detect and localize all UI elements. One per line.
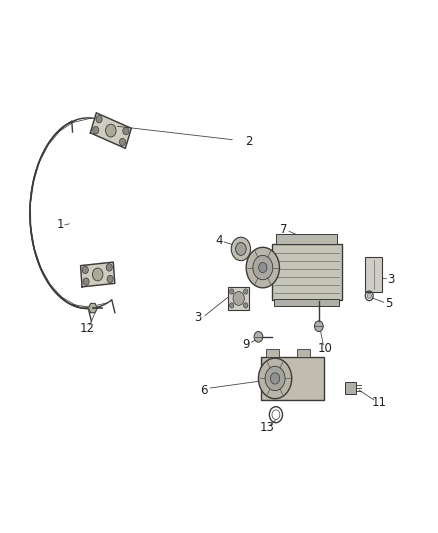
Circle shape [253, 255, 273, 280]
Circle shape [246, 247, 279, 288]
Bar [297, 349, 310, 357]
Circle shape [270, 373, 280, 384]
Circle shape [233, 292, 244, 305]
Circle shape [236, 243, 246, 255]
Text: 6: 6 [200, 384, 208, 397]
Text: 2: 2 [245, 135, 253, 148]
Bar [228, 287, 249, 310]
Bar [272, 244, 342, 300]
Circle shape [106, 264, 112, 271]
Circle shape [265, 366, 285, 391]
Text: 5: 5 [385, 297, 392, 310]
Circle shape [230, 303, 234, 308]
Circle shape [120, 138, 126, 146]
Text: 1: 1 [57, 219, 64, 231]
Circle shape [244, 289, 248, 294]
Text: 10: 10 [318, 342, 332, 354]
Bar [345, 382, 356, 394]
Circle shape [107, 276, 113, 283]
Circle shape [92, 268, 103, 281]
Circle shape [272, 410, 280, 419]
Circle shape [254, 332, 263, 342]
Polygon shape [81, 262, 115, 287]
Text: 12: 12 [79, 322, 94, 335]
Bar [261, 357, 324, 400]
Circle shape [83, 278, 89, 285]
Polygon shape [90, 113, 131, 148]
Text: 3: 3 [194, 311, 201, 324]
Bar [266, 349, 279, 357]
Text: 7: 7 [280, 223, 288, 236]
Circle shape [123, 127, 129, 135]
Bar [365, 257, 382, 292]
Circle shape [258, 358, 292, 399]
Circle shape [96, 116, 102, 123]
Bar [274, 300, 339, 306]
Text: 13: 13 [260, 422, 275, 434]
Text: 3: 3 [388, 273, 395, 286]
Circle shape [230, 289, 234, 294]
Bar [276, 235, 337, 244]
Text: 11: 11 [372, 396, 387, 409]
Circle shape [258, 263, 267, 272]
Circle shape [231, 237, 251, 261]
Circle shape [93, 126, 99, 134]
Polygon shape [88, 303, 97, 313]
Polygon shape [30, 170, 100, 309]
Text: 4: 4 [215, 235, 223, 247]
Circle shape [106, 124, 116, 137]
Circle shape [314, 321, 323, 332]
Circle shape [244, 303, 248, 308]
Circle shape [367, 293, 371, 298]
Circle shape [82, 266, 88, 273]
Text: 9: 9 [242, 338, 250, 351]
